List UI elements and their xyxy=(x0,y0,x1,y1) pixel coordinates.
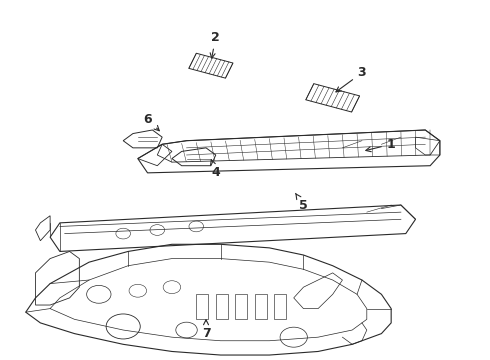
Bar xyxy=(235,294,247,319)
Text: 3: 3 xyxy=(336,66,366,92)
Bar xyxy=(216,294,228,319)
Text: 4: 4 xyxy=(211,160,220,179)
Text: 2: 2 xyxy=(210,31,220,58)
Text: 1: 1 xyxy=(366,138,395,152)
Bar xyxy=(255,294,267,319)
Bar xyxy=(274,294,287,319)
Text: 6: 6 xyxy=(143,113,159,131)
Text: 7: 7 xyxy=(202,320,210,340)
Bar xyxy=(196,294,208,319)
Text: 5: 5 xyxy=(295,193,308,212)
